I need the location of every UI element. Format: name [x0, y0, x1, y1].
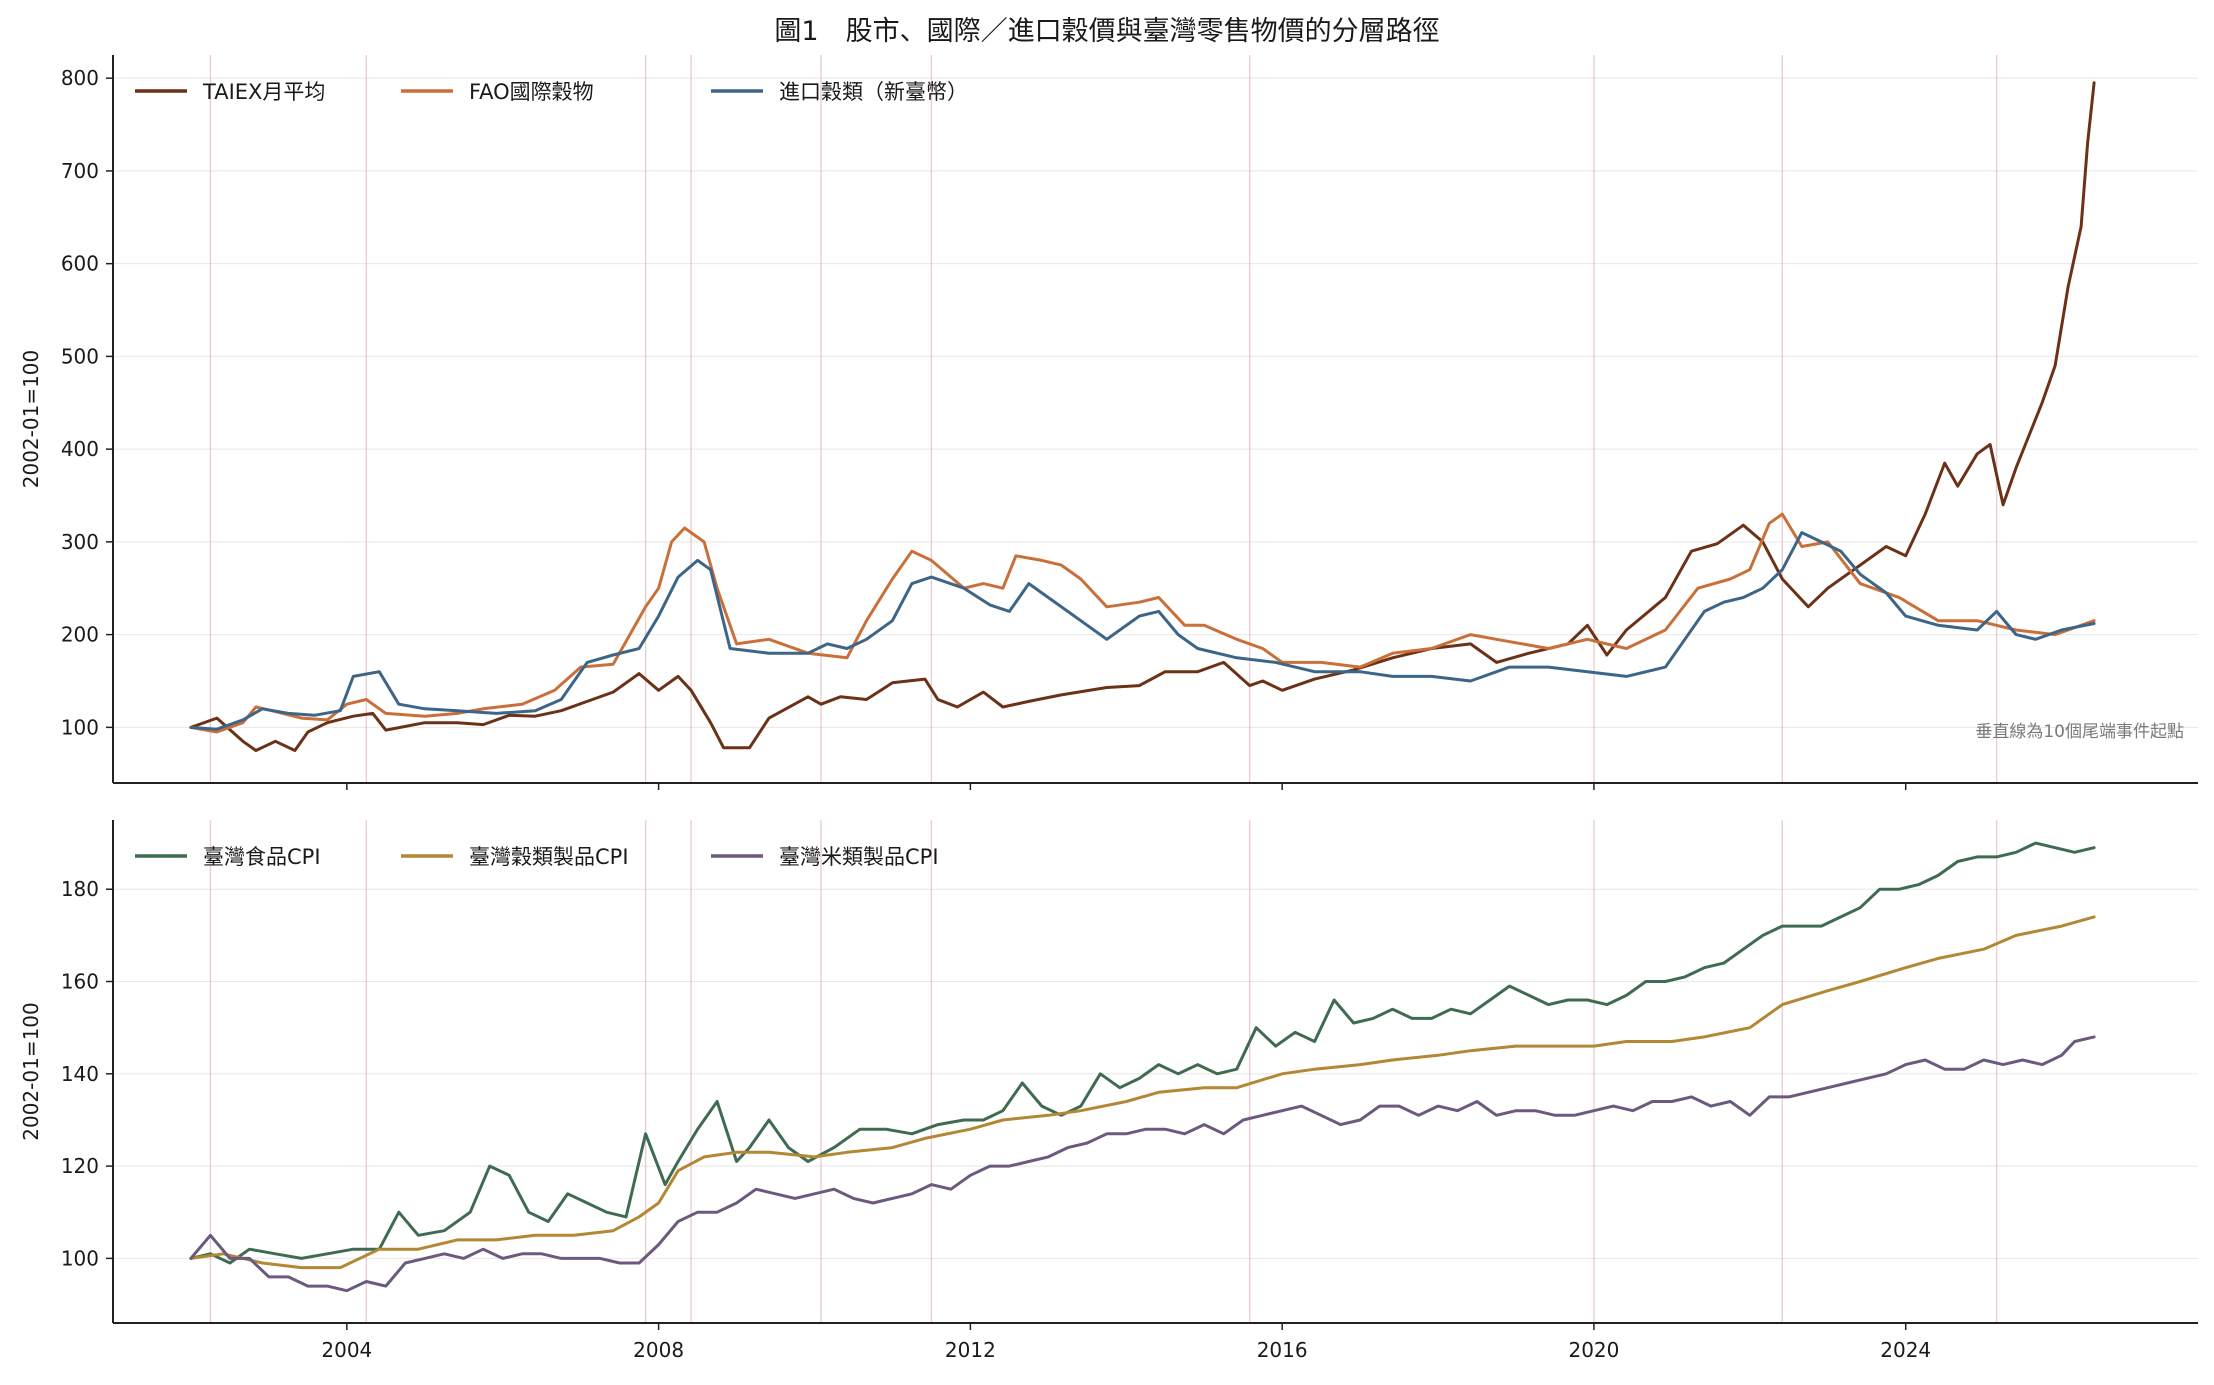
- y-tick-label: 400: [61, 437, 99, 461]
- x-tick-label: 2012: [945, 1338, 996, 1362]
- y-tick-label: 180: [61, 877, 99, 901]
- series-line-rice: [189, 1035, 2096, 1293]
- x-tick-label: 2024: [1880, 1338, 1931, 1362]
- series-line-fao: [189, 512, 2096, 734]
- legend-label-import: 進口穀類（新臺幣）: [779, 80, 968, 104]
- series-line-cereal: [189, 915, 2096, 1270]
- y-tick-label: 160: [61, 970, 99, 994]
- event-note: 垂直線為10個尾端事件起點: [1975, 722, 2184, 742]
- bottom-panel: 100 120 140 160 180 2004 2008 2012 2016 2020 2024 2…: [19, 820, 2198, 1362]
- y-tick-label: 700: [61, 159, 99, 183]
- series-line-taiex: [189, 81, 2096, 752]
- chart-title: 圖1 股市、國際／進口穀價與臺灣零售物價的分層路徑: [774, 16, 1439, 47]
- y-tick-label: 600: [61, 252, 99, 276]
- top-panel: 100 200 300 400 500 600 700 800 2002-01=100 垂直線為1…: [19, 55, 2198, 790]
- legend-label-rice: 臺灣米類製品CPI: [779, 845, 939, 869]
- series-line-food: [189, 841, 2096, 1265]
- y-tick-label: 500: [61, 344, 99, 368]
- y-tick-label: 300: [61, 530, 99, 554]
- x-tick-label: 2008: [633, 1338, 684, 1362]
- y-axis-label: 2002-01=100: [19, 1002, 43, 1141]
- y-tick-label: 200: [61, 623, 99, 647]
- x-tick-label: 2016: [1257, 1338, 1308, 1362]
- y-axis-label: 2002-01=100: [19, 350, 43, 489]
- legend-label-fao: FAO國際穀物: [469, 80, 594, 104]
- y-tick-label: 100: [61, 715, 99, 739]
- legend-label-cereal: 臺灣穀類製品CPI: [469, 845, 629, 869]
- legend-label-taiex: TAIEX月平均: [202, 80, 325, 104]
- y-tick-label: 100: [61, 1246, 99, 1270]
- y-tick-label: 120: [61, 1154, 99, 1178]
- y-tick-label: 800: [61, 66, 99, 90]
- x-tick-label: 2004: [321, 1338, 372, 1362]
- legend-label-food: 臺灣食品CPI: [203, 845, 321, 869]
- y-tick-label: 140: [61, 1062, 99, 1086]
- series-line-import: [189, 531, 2096, 731]
- x-tick-label: 2020: [1568, 1338, 1619, 1362]
